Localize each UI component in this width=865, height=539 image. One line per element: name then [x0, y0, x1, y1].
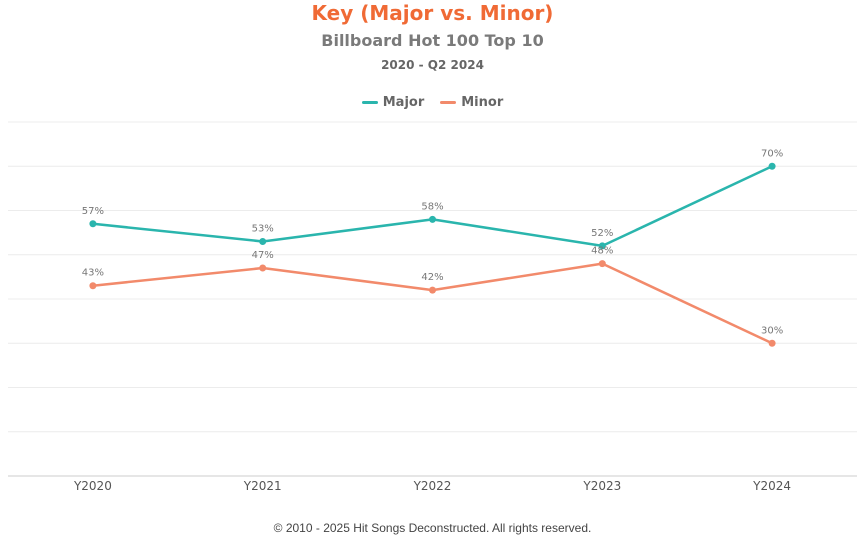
legend-label-major: Major [382, 95, 425, 110]
chart-title: Key (Major vs. Minor) [311, 1, 554, 25]
data-point-major [89, 220, 97, 228]
legend-label-minor: Minor [461, 95, 504, 110]
data-label-minor: 43% [82, 268, 104, 279]
data-point-major [768, 162, 776, 170]
data-point-major [259, 237, 267, 245]
x-tick-label: Y2022 [413, 479, 452, 493]
legend-item-major[interactable]: Major [361, 95, 425, 110]
data-label-major: 57% [82, 206, 104, 217]
x-tick-label: Y2021 [243, 479, 282, 493]
data-label-major: 58% [421, 201, 443, 212]
data-point-minor [259, 264, 267, 272]
x-tick-label: Y2024 [752, 479, 791, 493]
x-tick-label: Y2023 [582, 479, 621, 493]
legend-swatch-minor [440, 101, 457, 104]
data-label-minor: 30% [761, 325, 783, 336]
chart-subtitle: Billboard Hot 100 Top 10 [321, 31, 544, 50]
chart-date-range: 2020 - Q2 2024 [381, 58, 484, 72]
data-point-major [598, 242, 606, 250]
data-label-major: 53% [252, 223, 274, 234]
data-point-minor [89, 282, 97, 290]
data-label-major: 52% [591, 228, 613, 239]
copyright-footer: © 2010 - 2025 Hit Songs Deconstructed. A… [273, 521, 592, 535]
data-label-minor: 48% [591, 246, 613, 257]
x-tick-label: Y2020 [73, 479, 112, 493]
legend-swatch-major [361, 101, 378, 104]
data-point-minor [429, 286, 436, 294]
legend-item-minor[interactable]: Minor [440, 95, 503, 110]
data-label-minor: 42% [421, 272, 443, 283]
data-label-major: 70% [761, 148, 783, 159]
data-point-minor [598, 260, 606, 268]
data-point-minor [768, 339, 776, 347]
chart-legend: Major Minor [0, 95, 865, 110]
data-point-major [429, 215, 436, 223]
data-label-minor: 47% [252, 250, 274, 261]
